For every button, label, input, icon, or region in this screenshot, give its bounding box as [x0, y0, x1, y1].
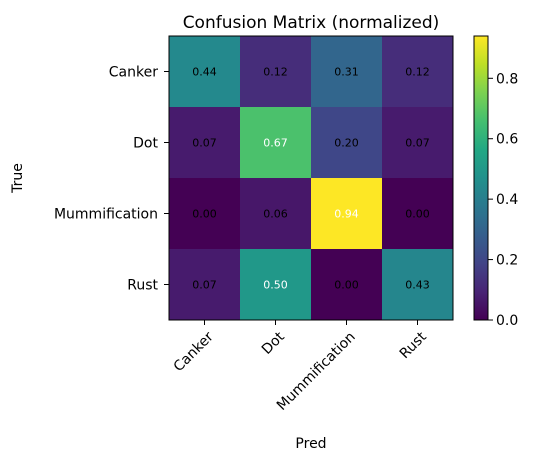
cell-label-r0-c1: 0.12	[263, 66, 288, 79]
heatmap-cell-r0-c1	[240, 36, 312, 108]
heatmap-cell-r0-c0	[169, 36, 241, 108]
cell-label-r1-c1: 0.67	[263, 137, 288, 150]
cell-label-r1-c0: 0.07	[192, 137, 217, 150]
heatmap-cell-r2-c3	[382, 178, 454, 250]
heatmap-cell-r0-c2	[311, 36, 383, 108]
heatmap-cell-r2-c1	[240, 178, 312, 250]
cell-label-r2-c1: 0.06	[263, 208, 288, 221]
colorbar-tick-label-4: 0.8	[496, 71, 518, 87]
cell-label-r3-c3: 0.43	[405, 279, 430, 292]
cell-label-r3-c1: 0.50	[263, 279, 288, 292]
y-ticks: Canker Dot Mummification Rust	[54, 65, 169, 294]
heatmap-cell-r3-c0	[169, 249, 241, 321]
chart-title: Confusion Matrix (normalized)	[183, 13, 440, 33]
cell-label-r3-c0: 0.07	[192, 279, 217, 292]
colorbar	[473, 35, 489, 321]
heatmap-cell-r3-c2	[311, 249, 383, 321]
x-tick-label-1: Dot	[259, 329, 288, 358]
cell-label-r1-c3: 0.07	[405, 137, 430, 150]
x-axis-label: Pred	[295, 436, 326, 452]
x-tick-label-3: Rust	[397, 329, 430, 362]
y-tick-label-1: Dot	[133, 136, 158, 152]
plot-frame	[168, 35, 454, 321]
colorbar-tick-label-3: 0.6	[496, 132, 518, 148]
cell-labels: 0.44 0.12 0.31 0.12 0.07 0.67 0.20 0.07 0.00 0.06…	[192, 66, 430, 292]
heatmap-cell-r2-c2	[311, 178, 383, 250]
y-tick-label-0: Canker	[109, 65, 158, 81]
x-tick-label-2: Mummification	[274, 329, 359, 414]
y-tick-label-2: Mummification	[54, 207, 158, 223]
y-tick-label-3: Rust	[127, 278, 158, 294]
cell-label-r0-c2: 0.31	[334, 66, 359, 79]
cell-label-r0-c0: 0.44	[192, 66, 217, 79]
heatmap-cell-r3-c1	[240, 249, 312, 321]
x-tick-label-0: Canker	[171, 329, 217, 375]
cell-label-r1-c2: 0.20	[334, 137, 359, 150]
heatmap-cell-r1-c3	[382, 107, 454, 179]
cell-label-r2-c3: 0.00	[405, 208, 430, 221]
cell-label-r2-c0: 0.00	[192, 208, 217, 221]
heatmap-cell-r1-c2	[311, 107, 383, 179]
heatmap-cell-r0-c3	[382, 36, 454, 108]
heatmap-cells	[169, 36, 454, 321]
heatmap-cell-r3-c3	[382, 249, 454, 321]
colorbar-tick-label-1: 0.2	[496, 253, 518, 269]
cell-label-r3-c2: 0.00	[334, 279, 359, 292]
y-axis-label: True	[10, 163, 26, 194]
colorbar-tick-label-0: 0.0	[496, 313, 518, 329]
cell-label-r0-c3: 0.12	[405, 66, 430, 79]
heatmap-cell-r2-c0	[169, 178, 241, 250]
heatmap-cell-r1-c1	[240, 107, 312, 179]
cell-label-r2-c2: 0.94	[334, 208, 359, 221]
colorbar-ticks: 0.0 0.2 0.4 0.6 0.8	[488, 71, 518, 329]
colorbar-tick-label-2: 0.4	[496, 192, 518, 208]
heatmap-cell-r1-c0	[169, 107, 241, 179]
